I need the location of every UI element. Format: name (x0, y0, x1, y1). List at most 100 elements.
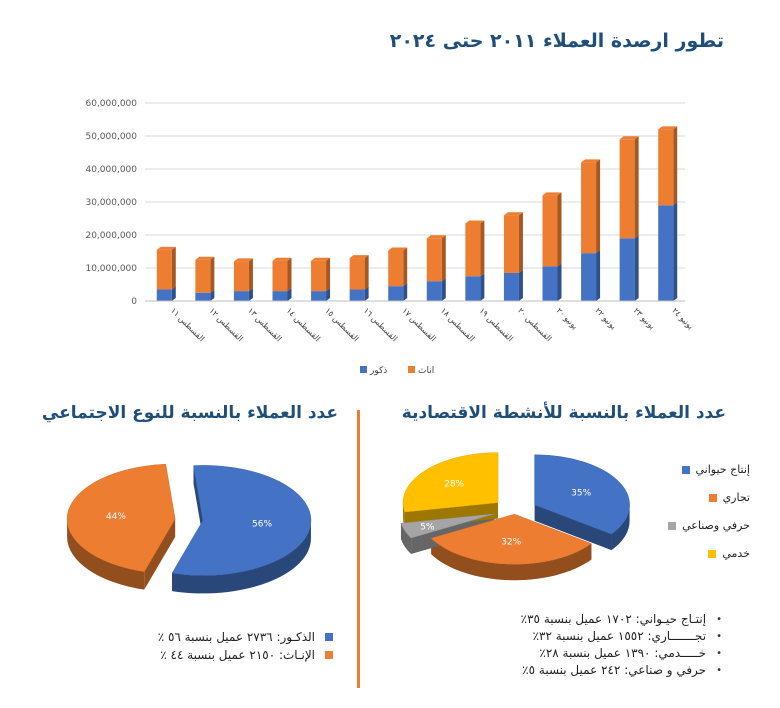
bar-female (349, 258, 365, 290)
legend-label: تجاري (722, 491, 750, 504)
pie-slice (402, 452, 499, 513)
bar-side-male (326, 288, 331, 301)
bar-female (311, 260, 327, 292)
pie-data-label: 56% (252, 519, 272, 529)
pie-slice-side (172, 520, 311, 594)
x-tick-label: القسطس ١٤ (285, 306, 322, 343)
bar-side-female (210, 256, 215, 293)
pie-slice (400, 513, 495, 539)
pie-slice-wall (193, 465, 203, 539)
legend-swatch-female (408, 366, 415, 373)
x-tick-label: يونيو ٢٠ (555, 306, 580, 331)
econ-activity-title: عدد العملاء بالنسبة للأنشطة الاقتصادية (401, 403, 726, 423)
bar-side-female (326, 257, 331, 292)
bar-side-female (287, 257, 292, 292)
bar-side-female (557, 192, 562, 267)
gender-title: عدد العملاء بالنسبة للنوع الاجتماعي (41, 403, 338, 423)
legend-swatch (681, 465, 690, 474)
bar-top (619, 136, 639, 140)
bar-side-female (403, 247, 408, 287)
bar-side-female (596, 159, 601, 254)
bar-side-male (480, 273, 485, 301)
x-tick-label: القسطس ١١ (169, 306, 206, 343)
bar-top (156, 246, 176, 250)
x-tick-label: القسطس ١٢ (207, 306, 244, 343)
y-tick-label: 30,000,000 (85, 198, 137, 208)
legend-swatch (708, 493, 717, 502)
x-tick-label: يونيو ٢٣ (632, 306, 657, 331)
list-item: • خـــــدمي: ١٣٩٠ عميل بنسبة ٢٨٪ (539, 646, 722, 660)
pie-slice (66, 463, 176, 572)
pie-slice-wall (144, 518, 176, 590)
pie-slice-side (611, 504, 630, 551)
bar-side-male (673, 202, 678, 301)
bar-female (503, 215, 519, 273)
list-item: الإنـاث: ٢١٥٠ عميل بنسبة ٤٤ ٪ (158, 646, 333, 664)
pie-data-label: 28% (444, 479, 464, 489)
bar-side-male (210, 289, 215, 301)
bar-female (465, 223, 481, 277)
bullet-icon: • (716, 665, 722, 676)
balance-bar-chart: 0 10,000,000 20,000,000 30,000,000 40,000,00… (85, 99, 695, 376)
list-item: • تجـــــــاري: ١٥٥٢ عميل بنسبة ٣٢٪ (532, 629, 722, 643)
x-tick-label: القسطس ١٦ (362, 306, 399, 343)
pie-slice-side (431, 538, 592, 581)
bar-side-male (403, 283, 408, 301)
y-tick-label: 10,000,000 (85, 264, 137, 274)
bar-male (156, 289, 172, 301)
bar-top (581, 159, 601, 163)
pie-data-label: 35% (571, 488, 591, 498)
bar-male (619, 238, 635, 301)
bar-side-female (364, 255, 369, 290)
bar-side-female (673, 126, 678, 206)
bar-top (272, 257, 292, 261)
bullet-icon: • (716, 648, 722, 659)
pie-data-label: 44% (106, 512, 126, 522)
x-tick-label: القسطس ١٩ (477, 306, 514, 343)
y-tick-label: 40,000,000 (85, 165, 137, 175)
bar-male (465, 276, 481, 301)
bar-top (311, 257, 331, 261)
list-item: • إنتـاج حيـواني: ١٧٠٢ عميل بنسبة ٣٥٪ (520, 612, 722, 626)
bar-top (542, 192, 562, 196)
bar-side-female (171, 246, 176, 290)
legend-item: إنتاج حيواني (668, 463, 750, 476)
y-tick-label: 60,000,000 (85, 99, 137, 109)
bar-male (272, 291, 288, 301)
bar-male (658, 205, 674, 301)
bar-female (658, 129, 674, 206)
legend-item: حرفي وصناعي (668, 519, 750, 532)
pie-data-label: 32% (501, 538, 521, 548)
bar-side-female (441, 235, 446, 282)
bar-side-female (634, 136, 639, 239)
bar-male (388, 286, 404, 301)
bullet-icon: • (716, 631, 722, 642)
bar-top (503, 212, 523, 216)
bar-male (581, 253, 597, 301)
legend-item: خدمي (668, 547, 750, 560)
x-tick-label: القسطس ٢٠ (516, 306, 553, 343)
bar-side-male (171, 286, 176, 301)
bullet-icon: • (716, 614, 722, 625)
page-title: تطور ارصدة العملاء ٢٠١١ حتى ٢٠٢٤ (389, 30, 724, 52)
bar-female (233, 261, 249, 292)
bar-male (233, 291, 249, 301)
bar-female (156, 249, 172, 290)
legend-item: تجاري (668, 491, 750, 504)
bar-female (388, 250, 404, 287)
x-tick-label: القسطس ١٥ (323, 306, 360, 343)
legend-label: خدمي (722, 547, 750, 560)
bar-female (195, 259, 211, 293)
legend-swatch (708, 549, 717, 558)
bar-male (349, 289, 365, 301)
bar-female (581, 162, 597, 254)
pie-data-label: 5% (420, 523, 435, 533)
pie-slice (430, 513, 592, 565)
y-tick-label: 50,000,000 (85, 132, 137, 142)
bar-top (233, 258, 253, 262)
legend-swatch-male (360, 366, 367, 373)
x-tick-label: يونيو ٢٢ (593, 306, 618, 331)
pie-slice (534, 454, 630, 535)
bar-side-male (287, 288, 292, 301)
bar-top (195, 256, 215, 260)
